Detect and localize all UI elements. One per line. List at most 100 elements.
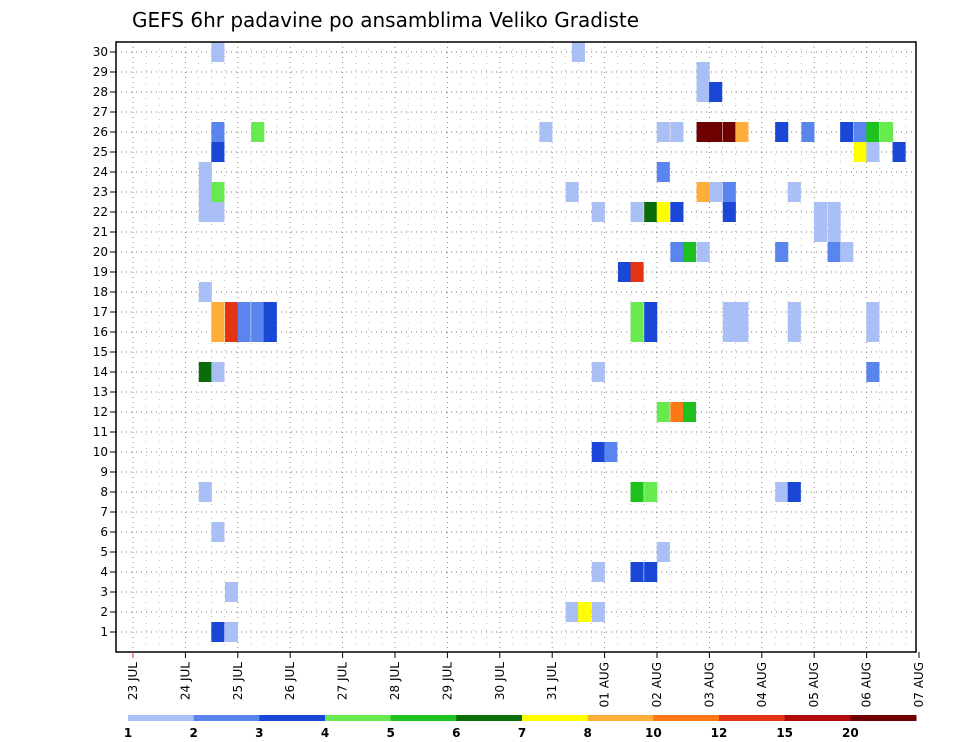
heatmap-cell — [211, 42, 225, 62]
y-tick-label: 5 — [100, 545, 108, 559]
heatmap-cell — [735, 122, 749, 142]
heatmap-cell — [224, 582, 239, 602]
x-tick-label: 03 AUG — [702, 662, 716, 707]
y-tick-label: 29 — [93, 65, 108, 79]
heatmap-cell — [696, 62, 710, 82]
heatmap-cell — [827, 202, 841, 222]
heatmap-cell — [656, 202, 670, 222]
legend: 1 2 3 4 5 6 7 8 10 12 15 20 — [124, 715, 917, 740]
heatmap-cell — [644, 322, 658, 342]
legend-label: 1 — [124, 726, 132, 740]
heatmap-cells — [198, 42, 906, 642]
legend-label: 20 — [842, 726, 859, 740]
heatmap-cell — [892, 142, 906, 162]
legend-label: 15 — [776, 726, 793, 740]
heatmap-cell — [670, 242, 684, 262]
heatmap-cell — [787, 322, 801, 342]
y-tick-label: 19 — [93, 265, 108, 279]
x-tick-label: 26 JUL — [283, 662, 297, 700]
plot-frame — [115, 41, 917, 653]
heatmap-cell — [630, 262, 644, 282]
y-tick-label: 14 — [93, 365, 108, 379]
heatmap-cell — [787, 302, 801, 322]
heatmap-cell — [198, 202, 212, 222]
y-tick-label: 16 — [93, 325, 108, 339]
legend-swatch — [653, 715, 720, 721]
legend-label: 4 — [321, 726, 329, 740]
heatmap-cell — [866, 362, 880, 382]
legend-swatch — [522, 715, 589, 721]
y-tick-label: 26 — [93, 125, 108, 139]
legend-swatch — [587, 715, 654, 721]
heatmap-cell — [630, 322, 644, 342]
legend-swatch — [719, 715, 786, 721]
y-tick-label: 2 — [100, 605, 108, 619]
heatmap-cell — [591, 202, 605, 222]
x-tick-label: 31 JUL — [545, 662, 559, 700]
heatmap-cell — [263, 302, 277, 322]
legend-label: 10 — [645, 726, 662, 740]
heatmap-cell — [591, 602, 605, 622]
heatmap-cell — [211, 622, 225, 642]
heatmap-cell — [591, 362, 605, 382]
heatmap-cell — [670, 402, 684, 422]
heatmap-cell — [198, 482, 212, 502]
legend-swatch — [259, 715, 326, 721]
heatmap-cell — [211, 322, 225, 342]
x-tick-label: 30 JUL — [493, 662, 507, 700]
heatmap-cell — [709, 182, 723, 202]
heatmap-cell — [604, 442, 618, 462]
heatmap-cell — [696, 82, 710, 102]
heatmap-cell — [722, 182, 736, 202]
y-tick-label: 7 — [100, 505, 108, 519]
heatmap-cell — [813, 202, 828, 222]
heatmap-cell — [656, 122, 670, 142]
heatmap-cell — [656, 542, 670, 562]
y-tick-label: 9 — [100, 465, 108, 479]
heatmap-cell — [696, 182, 710, 202]
heatmap-cell — [630, 562, 644, 582]
heatmap-cell — [813, 222, 828, 242]
legend-swatch — [128, 715, 195, 721]
y-tick-label: 8 — [100, 485, 108, 499]
heatmap-cell — [670, 122, 684, 142]
heatmap-cell — [644, 482, 658, 502]
heatmap-cell — [263, 322, 277, 342]
heatmap-cell — [879, 122, 894, 142]
heatmap-cell — [722, 202, 736, 222]
legend-label: 5 — [386, 726, 394, 740]
legend-swatch — [850, 715, 917, 721]
heatmap-cell — [682, 402, 697, 422]
heatmap-cell — [237, 322, 251, 342]
heatmap-cell — [211, 142, 225, 162]
heatmap-cell — [827, 222, 841, 242]
y-tick-label: 17 — [93, 305, 108, 319]
heatmap-cell — [866, 122, 880, 142]
y-tick-label: 28 — [93, 85, 108, 99]
x-tick-label: 06 AUG — [860, 662, 874, 707]
legend-label: 2 — [189, 726, 197, 740]
heatmap-cell — [224, 322, 239, 342]
heatmap-cell — [251, 302, 265, 322]
x-tick-label: 05 AUG — [807, 662, 821, 707]
x-tick-label: 28 JUL — [388, 662, 402, 700]
x-tick-label: 24 JUL — [178, 662, 192, 700]
heatmap-cell — [787, 182, 801, 202]
heatmap-cell — [656, 402, 670, 422]
y-tick-label: 18 — [93, 285, 108, 299]
heatmap-cell — [237, 302, 251, 322]
x-tick-label: 02 AUG — [650, 662, 664, 707]
heatmap-cell — [198, 182, 212, 202]
y-axis-ticks: 1234567891011121314151617181920212223242… — [93, 45, 116, 639]
legend-swatch — [390, 715, 457, 721]
y-tick-label: 23 — [93, 185, 108, 199]
heatmap-cell — [630, 482, 644, 502]
heatmap-cell — [840, 122, 854, 142]
heatmap-cell — [591, 442, 605, 462]
heatmap-cell — [775, 482, 789, 502]
heatmap-cell — [591, 562, 605, 582]
heatmap-cell — [801, 122, 815, 142]
heatmap-cell — [251, 322, 265, 342]
heatmap-cell — [866, 142, 880, 162]
